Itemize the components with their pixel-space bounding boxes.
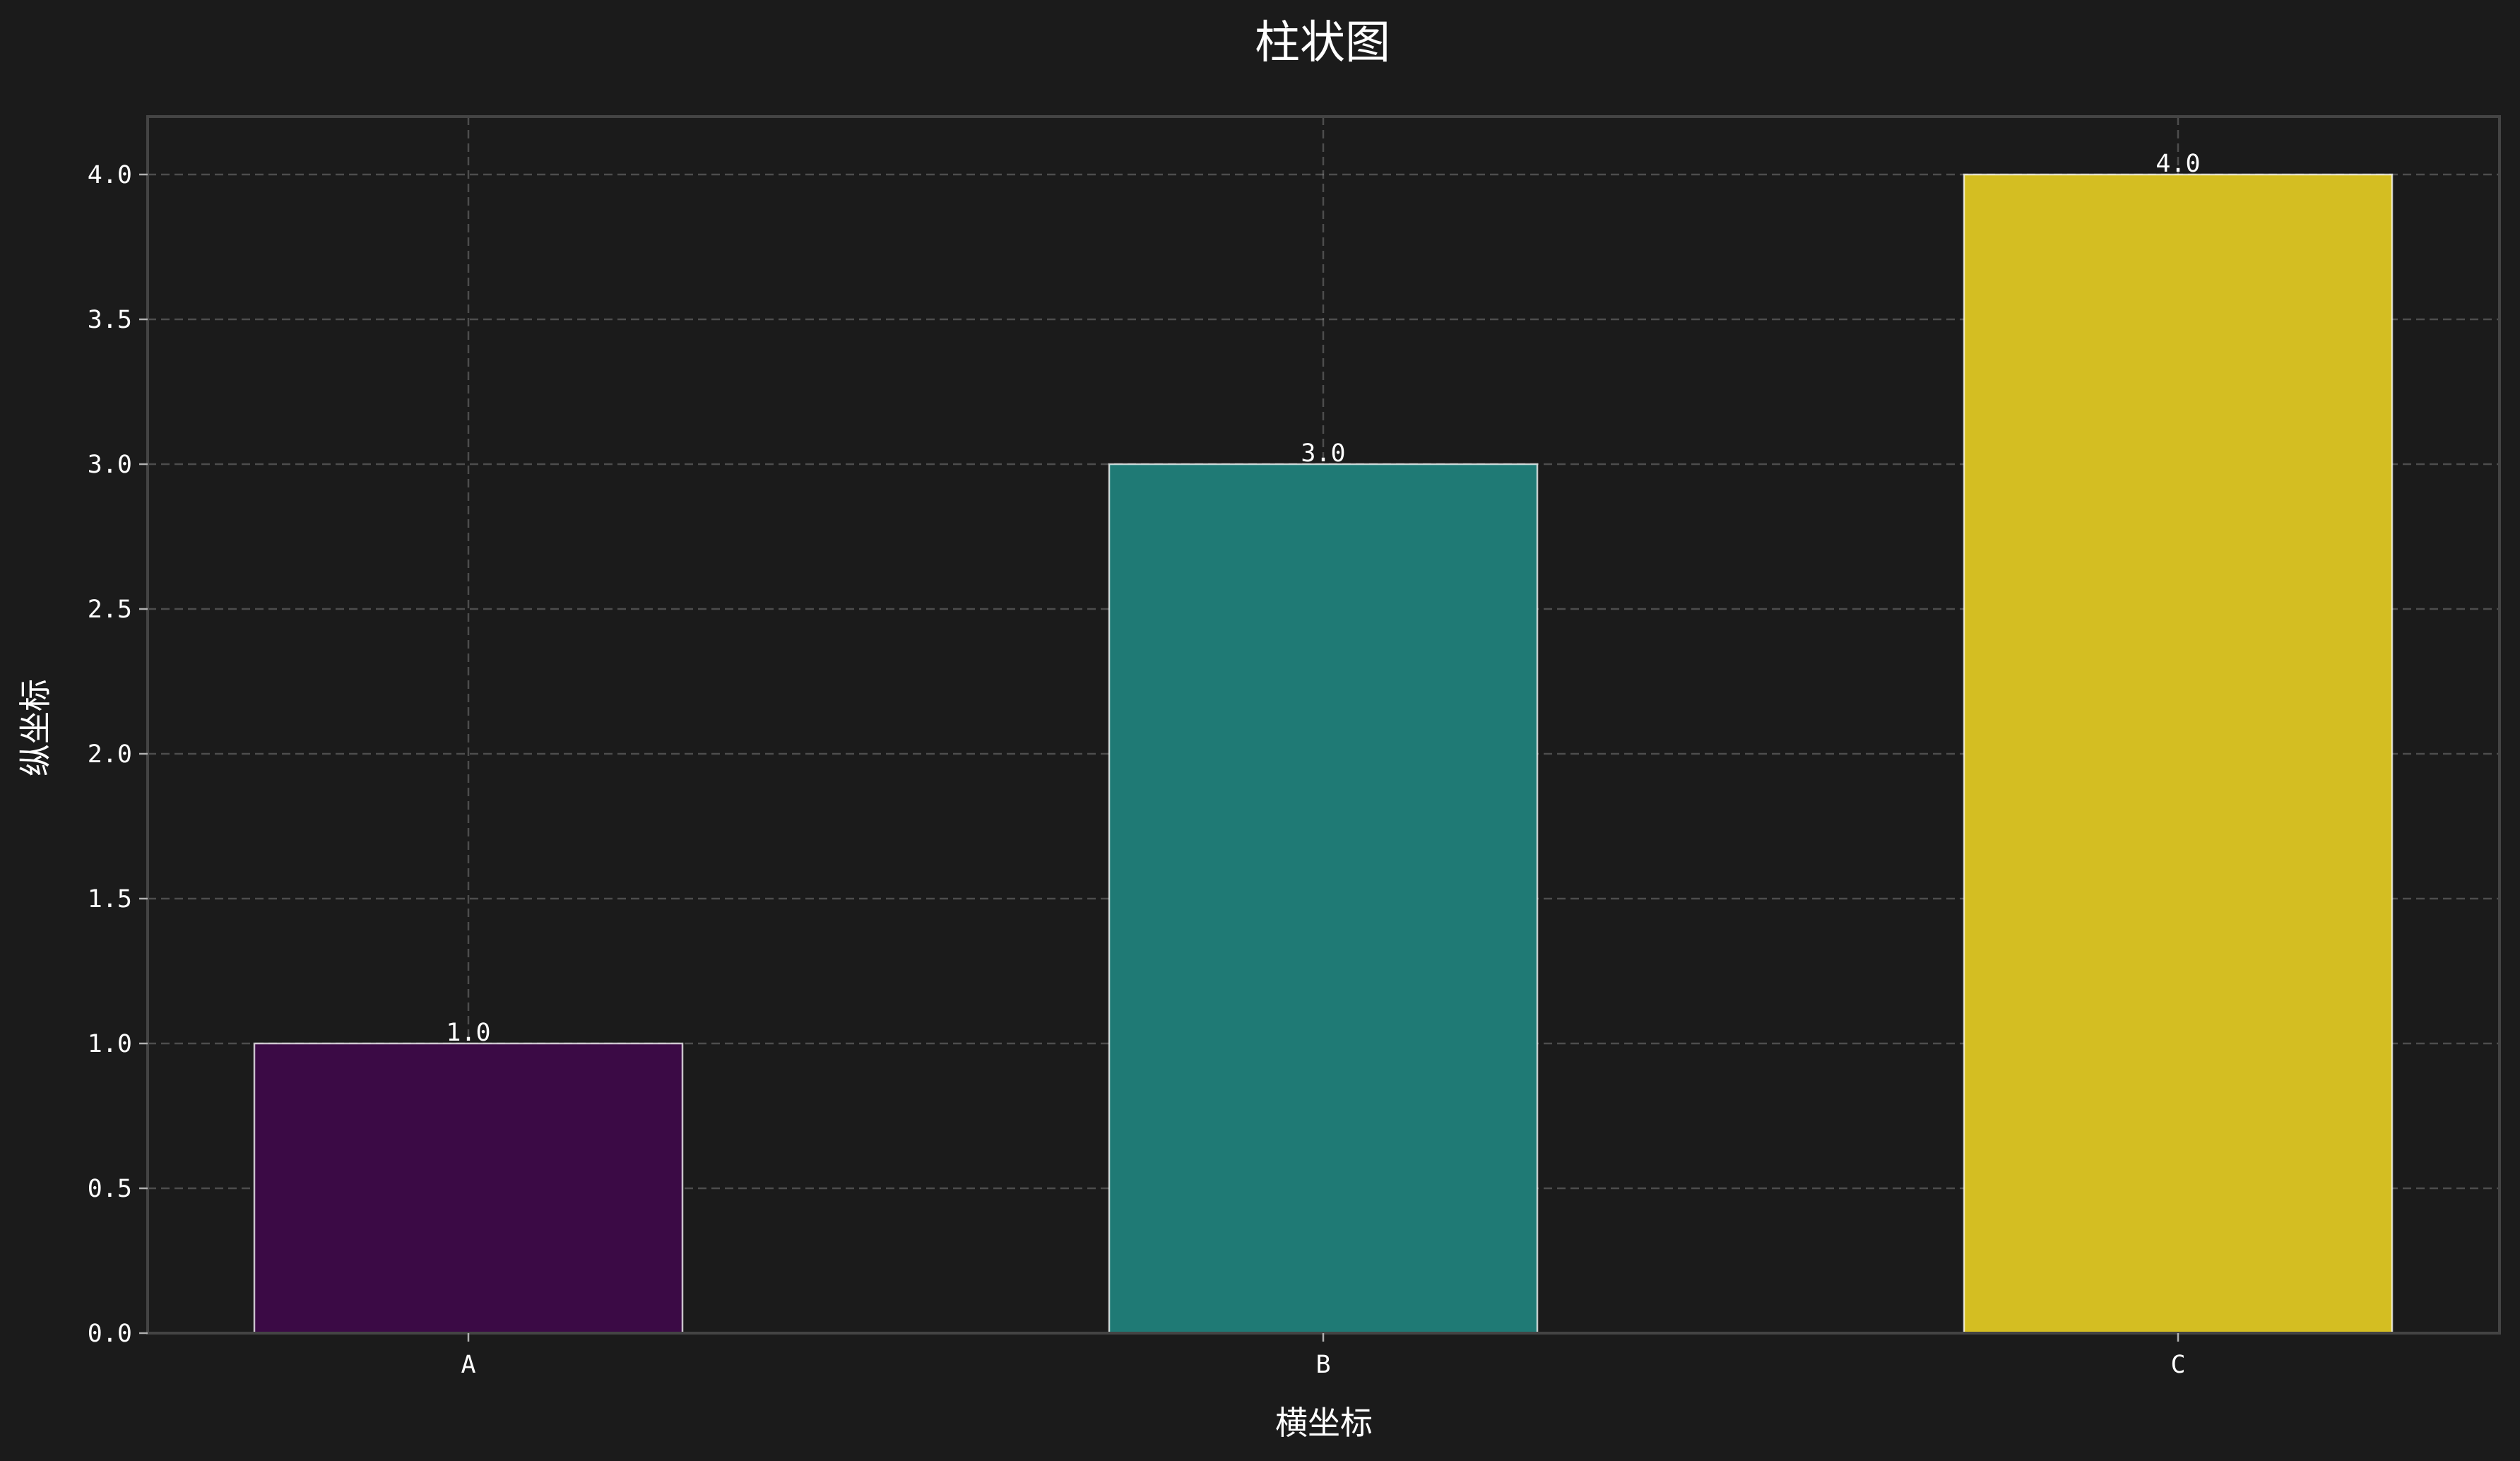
bar-value-label: 4.0 <box>2155 150 2200 178</box>
bar <box>253 1042 684 1335</box>
x-tick-label: B <box>1315 1351 1330 1379</box>
x-tick-label: A <box>461 1351 475 1379</box>
y-tick-label: 4.0 <box>88 161 132 189</box>
x-axis-label: 横坐标 <box>1275 1404 1373 1442</box>
y-tick-label: 3.5 <box>88 306 132 334</box>
ticks: 0.0 0.5 1.0 1.5 2.0 2.5 3.0 3.5 4.0 A B C <box>88 161 2186 1379</box>
y-tick-label: 3.0 <box>88 451 132 479</box>
y-tick-label: 0.5 <box>88 1175 132 1203</box>
y-tick-label: 1.0 <box>88 1030 132 1058</box>
y-tick-label: 2.0 <box>88 740 132 769</box>
y-tick-label: 1.5 <box>88 885 132 913</box>
bar-value-label: 3.0 <box>1301 439 1345 468</box>
y-axis-label: 纵坐标 <box>16 679 54 776</box>
x-tick-label: C <box>2170 1351 2185 1379</box>
bar-value-label: 1.0 <box>446 1019 490 1047</box>
y-tick-label: 2.5 <box>88 596 132 624</box>
chart-title: 柱状图 <box>1255 17 1390 69</box>
bar <box>1963 173 2394 1335</box>
bar <box>1108 463 1539 1335</box>
data-labels: 1.0 3.0 4.0 <box>446 150 2200 1047</box>
y-tick-label: 0.0 <box>88 1320 132 1348</box>
bars <box>253 173 2394 1335</box>
